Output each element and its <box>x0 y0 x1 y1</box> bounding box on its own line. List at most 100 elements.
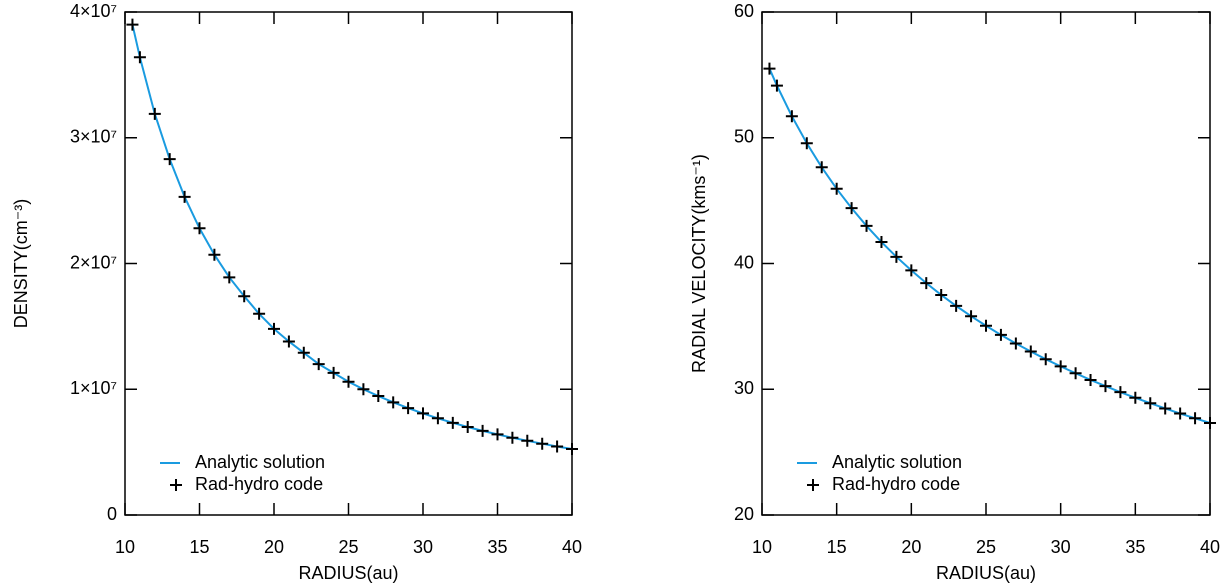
data-point <box>476 424 489 437</box>
x-tick-label: 15 <box>827 537 847 557</box>
data-point <box>521 434 534 447</box>
x-tick-label: 35 <box>1125 537 1145 557</box>
data-point <box>402 402 415 415</box>
data-point <box>327 366 340 379</box>
data-point <box>178 190 191 203</box>
data-point <box>193 222 206 235</box>
data-point <box>238 290 251 303</box>
data-point <box>536 437 549 450</box>
data-point <box>342 375 355 388</box>
legend-label: Rad-hydro code <box>195 474 323 494</box>
data-point <box>372 390 385 403</box>
data-point <box>551 440 564 453</box>
data-point <box>830 182 843 195</box>
data-point <box>1054 360 1067 373</box>
x-tick-label: 30 <box>413 537 433 557</box>
y-tick-label: 1×10⁷ <box>70 378 117 398</box>
data-point <box>506 431 519 444</box>
y-tick-label: 40 <box>734 252 754 272</box>
data-point <box>1024 345 1037 358</box>
y-tick-label: 3×10⁷ <box>70 127 117 147</box>
legend-label: Rad-hydro code <box>832 474 960 494</box>
x-tick-label: 20 <box>264 537 284 557</box>
x-tick-label: 35 <box>487 537 507 557</box>
x-axis-label: RADIUS(au) <box>298 563 398 583</box>
data-point <box>770 79 783 92</box>
data-point <box>126 18 139 31</box>
data-point <box>1114 386 1127 399</box>
data-point <box>875 235 888 248</box>
y-tick-label: 4×10⁷ <box>70 1 117 21</box>
data-point <box>461 420 474 433</box>
x-tick-label: 10 <box>752 537 772 557</box>
panel: 10 15 20 25 30 35 40 20 30 40 50 60 RADIUS(au) RADIAL… <box>689 1 1220 583</box>
data-point <box>950 299 963 312</box>
data-point <box>785 110 798 123</box>
data-point <box>920 277 933 290</box>
data-point <box>935 288 948 301</box>
x-tick-label: 25 <box>976 537 996 557</box>
legend-marker <box>170 479 182 491</box>
legend-label: Analytic solution <box>195 452 325 472</box>
data-point <box>890 250 903 263</box>
data-point <box>1144 397 1157 410</box>
data-point <box>845 202 858 215</box>
y-tick-label: 50 <box>734 127 754 147</box>
data-point <box>566 442 578 455</box>
data-point <box>965 310 978 323</box>
data-point <box>223 271 236 284</box>
data-point <box>133 51 146 64</box>
data-point <box>994 328 1007 341</box>
x-tick-label: 10 <box>115 537 135 557</box>
data-point <box>491 428 504 441</box>
data-point <box>446 416 459 429</box>
data-point <box>148 107 161 120</box>
y-axis-label: RADIAL VELOCITY(kms⁻¹) <box>689 154 709 373</box>
data-point <box>357 383 370 396</box>
data-point <box>431 412 444 425</box>
data-point <box>1084 373 1097 386</box>
data-point <box>1189 412 1202 425</box>
x-tick-label: 15 <box>189 537 209 557</box>
y-tick-label: 60 <box>734 1 754 21</box>
data-point <box>253 307 266 320</box>
x-tick-label: 40 <box>1200 537 1220 557</box>
data-point <box>1159 402 1172 415</box>
data-point <box>860 219 873 232</box>
data-point <box>268 322 280 335</box>
data-line <box>131 24 573 450</box>
data-point <box>1009 337 1022 350</box>
y-tick-label: 30 <box>734 378 754 398</box>
data-point <box>387 396 400 409</box>
x-tick-label: 40 <box>562 537 582 557</box>
data-point <box>1174 407 1187 420</box>
y-tick-label: 0 <box>107 504 117 524</box>
legend-label: Analytic solution <box>832 452 962 472</box>
data-point <box>282 335 295 348</box>
data-point <box>763 62 776 75</box>
data-point <box>417 407 429 420</box>
x-tick-label: 30 <box>1051 537 1071 557</box>
data-point <box>905 264 918 277</box>
plot-frame <box>124 11 573 516</box>
data-point <box>1204 416 1216 429</box>
data-point <box>1039 353 1052 366</box>
panel: 10 15 20 25 30 35 40 0 1×10⁷ 2×10⁷ 3×10⁷ 4×10⁷ RADIU… <box>11 1 582 583</box>
data-point <box>1129 391 1142 404</box>
data-point <box>297 346 310 359</box>
y-tick-label: 2×10⁷ <box>70 252 117 272</box>
data-line <box>768 68 1211 424</box>
legend-marker <box>807 479 819 491</box>
data-point <box>163 153 176 166</box>
data-point <box>1099 380 1112 393</box>
data-point <box>312 358 325 371</box>
data-point <box>1069 367 1082 380</box>
data-point <box>815 161 828 174</box>
data-point <box>800 137 813 150</box>
y-axis-label: DENSITY(cm⁻³) <box>11 199 31 329</box>
x-tick-label: 20 <box>901 537 921 557</box>
plot-frame <box>761 11 1211 516</box>
data-point <box>208 248 221 261</box>
x-axis-label: RADIUS(au) <box>936 563 1036 583</box>
